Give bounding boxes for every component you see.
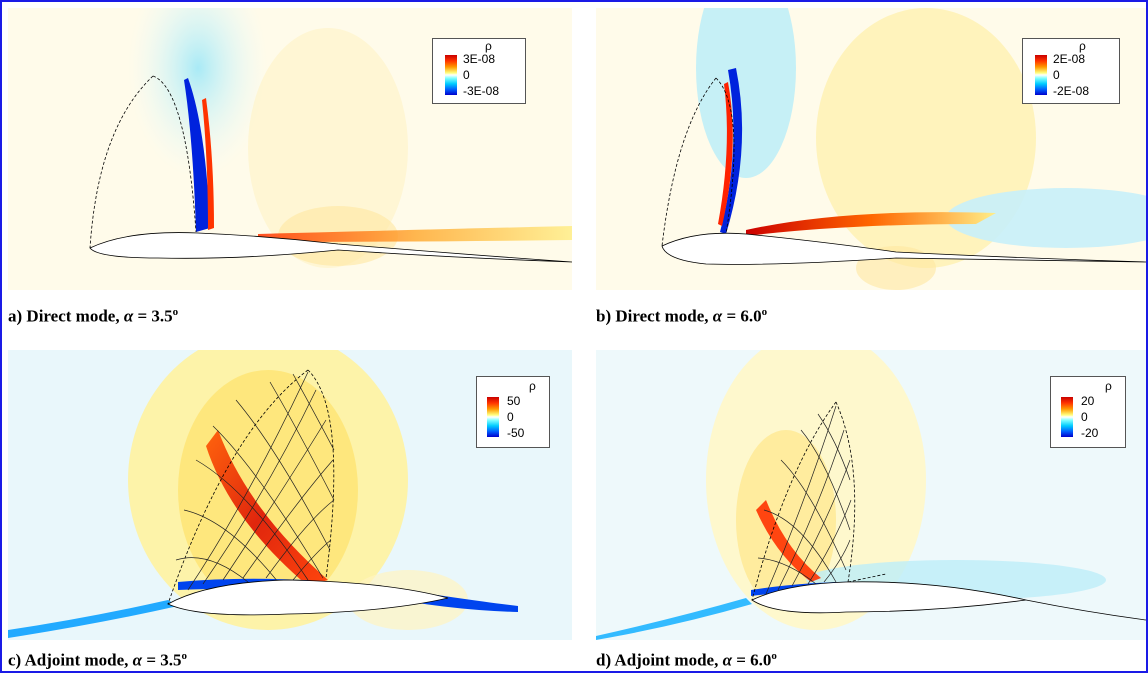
alpha-symbol: α [722,650,732,670]
legend-min-label: -20 [1081,426,1099,440]
panel-c-caption: c) Adjoint mode, α = 3.5o [8,646,187,671]
colorbar [1035,55,1047,95]
panel-d-caption: d) Adjoint mode, α = 6.0o [596,646,777,671]
legend-max-label: 3E-08 [463,52,496,66]
legend-max-label: 50 [507,394,521,408]
panel-d-contour-plot: ρ 20 0 -20 [596,350,1146,640]
colorbar [1061,397,1073,437]
panel-c-contour-plot: ρ 50 0 -50 [8,350,572,640]
legend-variable-label: ρ [485,39,492,53]
alpha-symbol: α [712,306,723,326]
colorbar [487,397,499,437]
caption-text: c) Adjoint mode, [8,650,129,670]
caption-text: d) Adjoint mode, [596,650,719,670]
legend-min-label: -50 [507,426,525,440]
caption-value: = 6.0 [722,306,762,326]
legend-max-label: 20 [1081,394,1095,408]
caption-value: = 3.5 [142,650,182,670]
panel-b-contour-plot: ρ 2E-08 0 -2E-08 [596,8,1146,290]
panel-a-caption: a) Direct mode, α = 3.5o [8,302,178,327]
panel-a-contour-plot: ρ 3E-08 0 -3E-08 [8,8,572,290]
panel-a-legend: ρ 3E-08 0 -3E-08 [432,38,526,104]
alpha-symbol: α [132,650,143,670]
caption-text: b) Direct mode, [596,306,709,326]
degree-mark: o [771,650,777,662]
legend-variable-label: ρ [1105,379,1112,393]
legend-mid-label: 0 [1081,410,1088,424]
legend-mid-label: 0 [507,410,514,424]
alpha-symbol: α [123,306,134,326]
panel-b-legend: ρ 2E-08 0 -2E-08 [1022,38,1120,104]
legend-variable-label: ρ [529,379,536,393]
legend-mid-label: 0 [463,68,470,82]
panel-d-legend: ρ 20 0 -20 [1050,376,1126,448]
panel-c-legend: ρ 50 0 -50 [476,376,550,448]
degree-mark: o [181,650,188,662]
caption-value: = 6.0 [731,650,772,670]
degree-mark: o [761,306,768,318]
legend-variable-label: ρ [1079,39,1086,53]
legend-min-label: -2E-08 [1053,84,1090,98]
legend-mid-label: 0 [1053,68,1060,82]
legend-min-label: -3E-08 [463,84,500,98]
degree-mark: o [172,306,179,318]
caption-text: a) Direct mode, [8,306,120,326]
caption-value: = 3.5 [133,306,173,326]
panel-b-caption: b) Direct mode, α = 6.0o [596,302,767,327]
legend-max-label: 2E-08 [1053,52,1086,66]
colorbar [445,55,457,95]
